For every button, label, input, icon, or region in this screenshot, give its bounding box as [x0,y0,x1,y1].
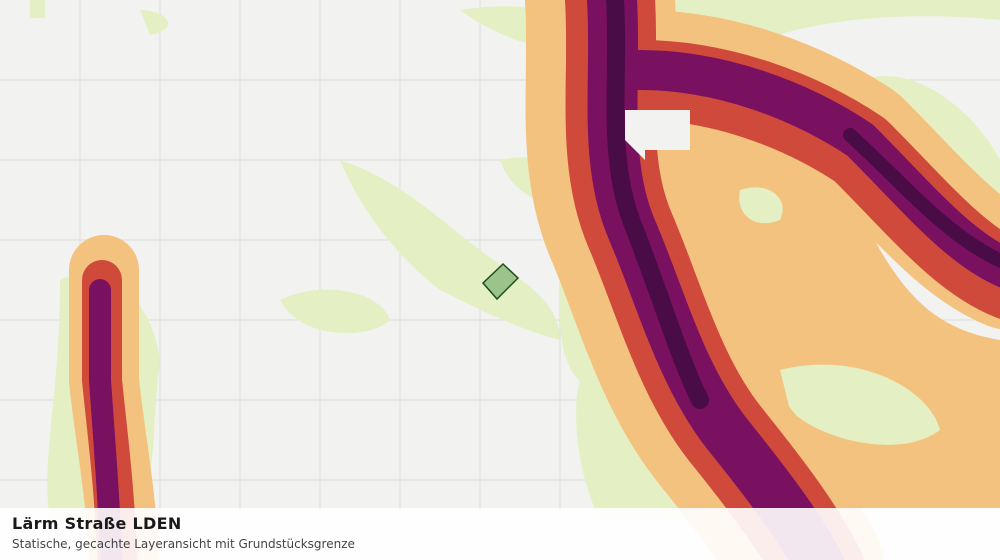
layer-subtitle: Statische, gecachte Layeransicht mit Gru… [12,537,355,551]
noise-low [780,364,940,445]
caption-bar: Lärm Straße LDEN Statische, gecachte Lay… [0,508,1000,560]
noise-low [739,187,783,224]
road-noise-main [525,0,1000,560]
layer-title: Lärm Straße LDEN [12,514,182,533]
parcel-boundary [481,262,520,301]
